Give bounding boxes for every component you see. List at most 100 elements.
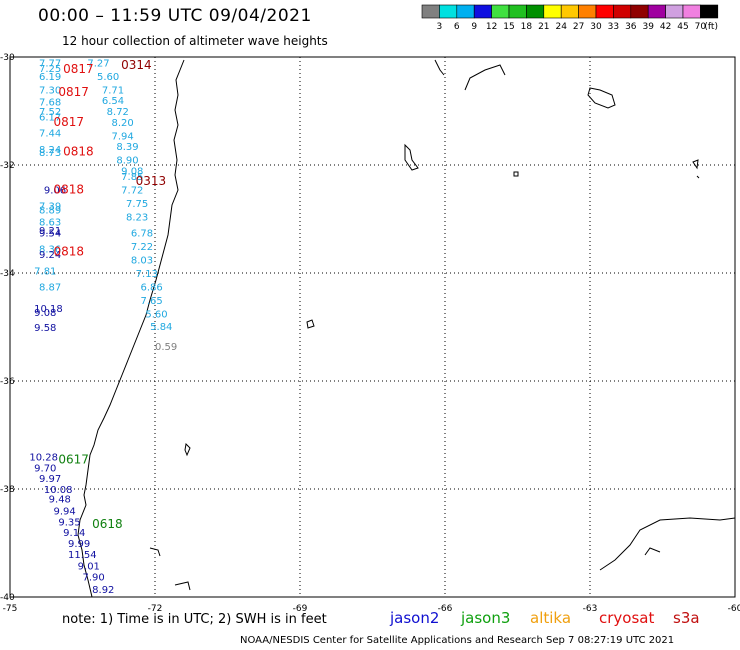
wave-height-label: 9.14 xyxy=(63,528,85,539)
x-tick-label: -75 xyxy=(3,604,18,614)
pass-time-label: 0818 xyxy=(63,145,94,159)
wave-height-label: 8.24 xyxy=(39,145,61,156)
colorbar-tick-label: 30 xyxy=(590,22,602,32)
wave-height-label: 6.17 xyxy=(39,112,61,123)
wave-height-label: 8.39 xyxy=(116,142,138,153)
wave-height-label: 6.54 xyxy=(102,96,124,107)
y-tick-label: -38 xyxy=(0,485,15,495)
colorbar-tick-label: 21 xyxy=(538,22,549,32)
pass-time-label: 0817 xyxy=(54,115,85,129)
colorbar-swatch xyxy=(473,4,492,19)
colorbar-swatch xyxy=(630,4,649,19)
colorbar-swatch xyxy=(578,4,597,19)
island-outline xyxy=(513,171,519,177)
island-outline xyxy=(306,319,315,329)
wave-height-label: 8.89 xyxy=(39,205,61,216)
colorbar-tick-label: 3 xyxy=(437,22,443,32)
y-tick-label: -34 xyxy=(0,269,15,279)
colorbar-swatch xyxy=(439,4,458,19)
wave-height-label: 8.03 xyxy=(131,256,153,267)
colorbar-swatch xyxy=(700,4,719,19)
wave-height-label: 7.25 xyxy=(39,64,61,75)
plot-frame xyxy=(9,56,736,598)
colorbar-tick-label: 18 xyxy=(521,22,533,32)
colorbar-swatch xyxy=(421,4,440,19)
wave-height-label: 7.77 xyxy=(39,58,61,69)
grid xyxy=(10,57,735,597)
wave-height-label: 7.71 xyxy=(102,85,124,96)
wave-height-label: 5.60 xyxy=(145,310,167,321)
coastline-north-east xyxy=(434,59,506,91)
wave-height-label: 8.23 xyxy=(126,212,148,223)
colorbar-tick-label: 36 xyxy=(625,22,637,32)
colorbar-swatch xyxy=(526,4,545,19)
pass-time-label: 0617 xyxy=(58,452,89,466)
wave-height-label: 9.54 xyxy=(39,229,61,240)
colorbar-tick-label: 39 xyxy=(642,22,654,32)
wave-height-label: 10.28 xyxy=(29,453,58,464)
colorbar-tick-label: 15 xyxy=(503,22,514,32)
wave-height-label: 9.58 xyxy=(34,323,56,334)
wave-height-label: 9.24 xyxy=(39,250,61,261)
y-tick-label: -32 xyxy=(0,161,15,171)
x-tick-label: -66 xyxy=(438,604,453,614)
colorbar-tick-label: 27 xyxy=(573,22,584,32)
wave-height-label: 9.94 xyxy=(54,507,76,518)
wave-height-label: 7.44 xyxy=(39,129,61,140)
island-outline xyxy=(587,87,616,109)
pass-time-label: 0313 xyxy=(136,174,167,188)
y-tick-label: -40 xyxy=(0,593,15,603)
wave-height-label: 9.70 xyxy=(34,463,56,474)
wave-height-label: 9.06 xyxy=(44,185,66,196)
chart-title: 00:00 – 11:59 UTC 09/04/2021 xyxy=(38,6,312,26)
wave-height-label: 9.48 xyxy=(49,495,71,506)
wave-height-label: 8.87 xyxy=(39,283,61,294)
wave-height-label: 7.13 xyxy=(136,269,158,280)
wave-height-label: 9.21 xyxy=(39,226,61,237)
x-tick-label: -69 xyxy=(293,604,308,614)
wave-height-label: 7.68 xyxy=(39,97,61,108)
pass-time-label: 0818 xyxy=(54,244,85,258)
y-tick-label: -30 xyxy=(0,53,15,63)
colorbar-swatch xyxy=(456,4,475,19)
wave-height-label: 7.27 xyxy=(87,58,109,69)
colorbar-swatch xyxy=(682,4,701,19)
island-outline xyxy=(184,442,191,457)
chile-coastline xyxy=(77,59,185,598)
colorbar-tick-label: 12 xyxy=(486,22,497,32)
axis-ticks: -75 -72 -69 -66 -63 -60 -30 -32 -34 -36 -38 -40 xyxy=(0,53,740,614)
satellite-legend-cryosat: cryosat xyxy=(599,609,655,627)
wave-height-points: 7.777.256.19 7.307.687.526.17 7.44 8.248.73… xyxy=(29,58,177,596)
colorbar-swatch xyxy=(560,4,579,19)
pass-time-label: 0818 xyxy=(54,182,85,196)
satellite-legend-jason2: jason2 xyxy=(390,609,440,627)
wave-height-label: 8.72 xyxy=(107,107,129,118)
footnote: note: 1) Time is in UTC; 2) SWH is in fe… xyxy=(62,612,327,627)
x-tick-label: -63 xyxy=(583,604,598,614)
wave-height-label: 0.59 xyxy=(155,342,177,353)
wave-height-label: 7.94 xyxy=(112,131,134,142)
wave-height-label: 7.39 xyxy=(39,202,61,213)
wave-height-label: 10.08 xyxy=(44,485,73,496)
wave-height-label: 8.92 xyxy=(92,585,114,596)
colorbar-swatch xyxy=(508,4,527,19)
chart-subtitle: 12 hour collection of altimeter wave hei… xyxy=(62,34,328,48)
wave-height-label: 7.85 xyxy=(121,172,143,183)
colorbar-swatch xyxy=(665,4,684,19)
wave-height-label: 9.08 xyxy=(34,308,56,319)
coastline-islands-south xyxy=(149,547,191,591)
colorbar-unit: (ft) xyxy=(704,22,718,32)
wave-height-label: 7.30 xyxy=(39,85,61,96)
wave-height-label: 8.20 xyxy=(112,118,134,129)
satellite-legend-altika: altika xyxy=(530,609,572,627)
colorbar-tick-label: 24 xyxy=(555,22,567,32)
wave-height-label: 7.75 xyxy=(126,199,148,210)
wave-height-label: 8.36 xyxy=(39,245,61,256)
pass-time-labels: 0314 0817 0817 0817 0818 0313 0818 0818 0617 0618 xyxy=(54,58,167,531)
wave-height-label: 8.90 xyxy=(116,156,138,167)
x-tick-label: -60 xyxy=(728,604,740,614)
pass-time-label: 0817 xyxy=(58,85,89,99)
wave-height-label: 7.72 xyxy=(121,185,143,196)
wave-height-label: 9.35 xyxy=(58,517,80,528)
